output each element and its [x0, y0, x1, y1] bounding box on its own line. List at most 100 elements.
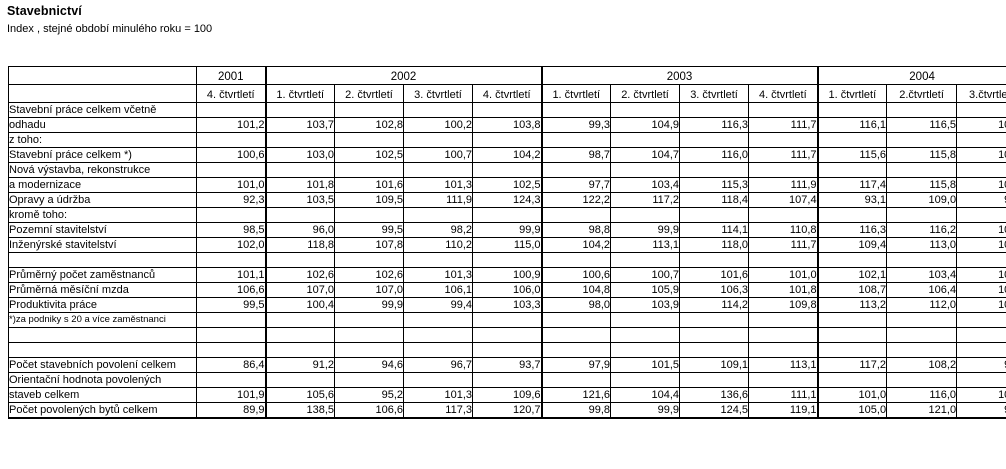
table-cell: 105,9 — [610, 282, 681, 298]
table-cell: 111,9 — [748, 177, 819, 193]
table-cell — [334, 372, 404, 388]
table-cell — [196, 252, 266, 268]
table-cell: 92,3 — [196, 192, 266, 208]
header-quarter-9: 1. čtvrtletí — [816, 84, 888, 103]
row-label: Inženýrské stavitelství — [8, 237, 197, 253]
table-cell — [334, 162, 404, 178]
table-cell: 108,7 — [816, 282, 888, 298]
table-cell: 104,2 — [956, 117, 1006, 133]
table-cell: 104,7 — [956, 177, 1006, 193]
table-cell — [334, 132, 404, 148]
table-cell: 102,5 — [334, 147, 404, 163]
row-label: Stavební práce celkem *) — [8, 147, 197, 163]
table-cell: 107,0 — [264, 282, 335, 298]
table-cell: 136,6 — [679, 387, 750, 403]
table-cell: 95,9 — [956, 402, 1006, 419]
table-cell — [886, 327, 958, 343]
header-quarter-3: 3. čtvrtletí — [403, 84, 473, 103]
header-corner-blank-2 — [8, 84, 197, 103]
table-cell: 103,7 — [264, 117, 335, 133]
table-cell: 100,0 — [956, 387, 1006, 403]
header-corner-blank — [8, 66, 197, 85]
header-quarter-4: 4. čtvrtletí — [471, 84, 543, 103]
table-cell: 119,1 — [748, 402, 819, 419]
table-cell — [816, 327, 888, 343]
table-cell: 94,6 — [334, 357, 404, 373]
table-cell: 116,3 — [679, 117, 750, 133]
table-cell: 101,6 — [679, 267, 750, 283]
table-cell: 98,8 — [540, 222, 612, 238]
table-cell — [610, 102, 681, 118]
table-cell — [403, 162, 473, 178]
table-cell: 106,3 — [679, 282, 750, 298]
header-year-2001: 2001 — [196, 66, 266, 85]
table-cell — [956, 252, 1006, 268]
table-cell: 118,0 — [679, 237, 750, 253]
table-cell — [816, 162, 888, 178]
table-cell — [471, 132, 543, 148]
header-quarter-11: 3.čtvrtletí — [956, 84, 1006, 103]
table-cell: 114,2 — [679, 297, 750, 313]
table-cell: 98,5 — [196, 222, 266, 238]
table-cell: 97,7 — [540, 177, 612, 193]
table-cell: 116,2 — [886, 222, 958, 238]
table-cell — [540, 372, 612, 388]
header-quarter-2: 2. čtvrtletí — [334, 84, 404, 103]
table-cell: 100,2 — [403, 117, 473, 133]
table-cell: 99,5 — [196, 297, 266, 313]
table-cell: 106,1 — [403, 282, 473, 298]
table-cell: 113,2 — [816, 297, 888, 313]
table-cell: 124,5 — [679, 402, 750, 419]
table-cell: 109,1 — [679, 357, 750, 373]
table-row: Průměrná měsíční mzda 106,6 107,0 107,0 106,… — [8, 282, 1006, 298]
table-cell — [540, 102, 612, 118]
row-label: Průměrný počet zaměstnanců — [8, 267, 197, 283]
table-cell — [471, 327, 543, 343]
header-year-2003: 2003 — [540, 66, 819, 85]
table-cell: 101,3 — [403, 267, 473, 283]
table-cell — [610, 132, 681, 148]
table-cell — [334, 342, 404, 358]
table-cell — [679, 102, 750, 118]
table-cell — [610, 207, 681, 223]
statistics-table: 2001 2002 2003 2004 4. čtvrtletí 1. čtvrtlet… — [8, 66, 1006, 419]
table-cell: 104,7 — [610, 147, 681, 163]
table-cell — [540, 342, 612, 358]
table-cell: 112,0 — [886, 297, 958, 313]
table-cell — [403, 207, 473, 223]
table-cell: 102,0 — [196, 237, 266, 253]
table-cell — [403, 342, 473, 358]
table-cell: 138,5 — [264, 402, 335, 419]
table-cell: 98,0 — [540, 297, 612, 313]
table-cell: 115,0 — [471, 237, 543, 253]
row-label: a modernizace — [8, 177, 197, 193]
table-cell — [264, 372, 335, 388]
table-cell: 100,4 — [264, 297, 335, 313]
table-row: Stavební práce celkem včetně — [8, 102, 1006, 118]
table-row: Orientační hodnota povolených — [8, 372, 1006, 388]
table-cell: 101,8 — [748, 282, 819, 298]
table-cell — [264, 342, 335, 358]
table-cell — [540, 327, 612, 343]
table-row: Průměrný počet zaměstnanců 101,1 102,6 102,… — [8, 267, 1006, 283]
table-cell — [196, 207, 266, 223]
page-title: Stavebnictví — [7, 4, 82, 18]
table-cell: 101,1 — [196, 267, 266, 283]
row-label: Počet povolených bytů celkem — [8, 402, 197, 419]
table-cell: 100,6 — [196, 147, 266, 163]
row-label: Pozemní stavitelství — [8, 222, 197, 238]
table-cell: 116,5 — [886, 117, 958, 133]
row-label — [8, 327, 197, 343]
table-cell: 104,2 — [540, 237, 612, 253]
table-cell: 106,6 — [196, 282, 266, 298]
table-cell: 121,6 — [540, 387, 612, 403]
header-quarter-0: 4. čtvrtletí — [196, 84, 266, 103]
table-cell: 104,9 — [610, 117, 681, 133]
table-cell: 94,6 — [956, 357, 1006, 373]
table-cell — [748, 102, 819, 118]
row-label: Stavební práce celkem včetně — [8, 102, 197, 118]
table-cell — [403, 132, 473, 148]
table-cell: 98,2 — [403, 222, 473, 238]
table-cell — [403, 102, 473, 118]
table-cell: 110,2 — [403, 237, 473, 253]
